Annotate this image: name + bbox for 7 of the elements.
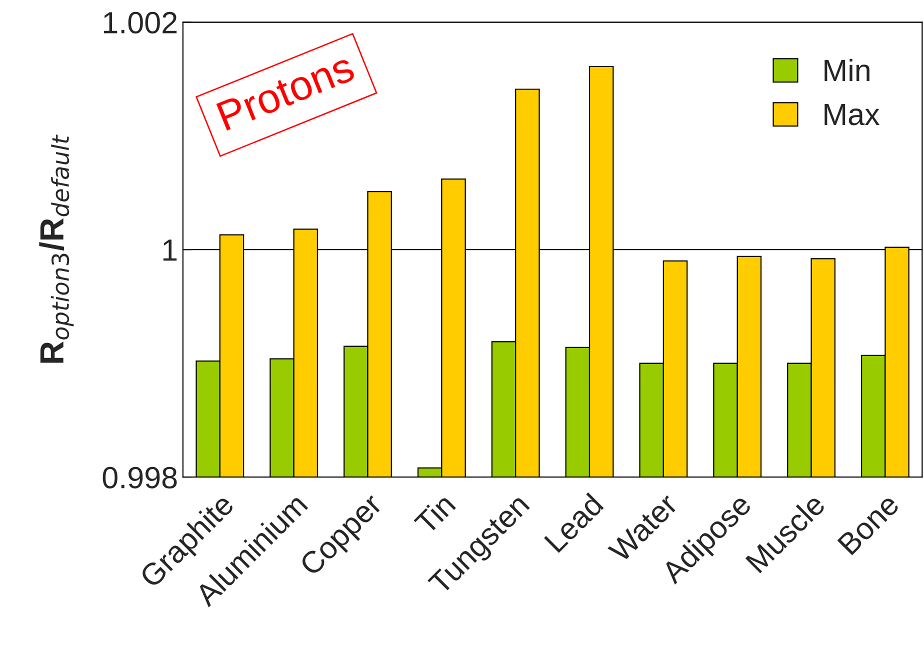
y-axis-title: R$_{option3}$/R$_{default}$ xyxy=(39,134,74,363)
y-tick-label: 1.002 xyxy=(104,12,177,34)
annotation: Protons xyxy=(216,52,356,131)
legend-label: Min xyxy=(824,58,870,82)
y-tick-label: 1 xyxy=(163,240,177,261)
legend-label: Max xyxy=(824,104,880,126)
y-tick-label: 0.998 xyxy=(102,466,177,488)
